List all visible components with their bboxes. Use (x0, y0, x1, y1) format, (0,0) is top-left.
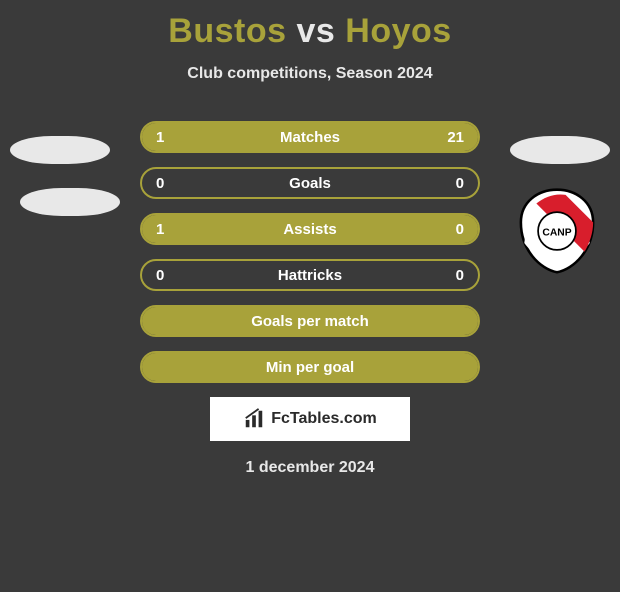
stat-value-right: 0 (456, 169, 464, 197)
stat-row: Goals0 0 (140, 167, 480, 199)
stat-label: Goals (142, 169, 478, 197)
subtitle: Club competitions, Season 2024 (0, 65, 620, 83)
stat-value-left: 0 (156, 261, 164, 289)
player2-club-badge-icon: CANP (514, 188, 600, 274)
stat-label: Goals per match (142, 307, 478, 335)
title-player2: Hoyos (345, 12, 451, 50)
player1-club-icon (20, 188, 120, 216)
stat-row: Assists1 0 (140, 213, 480, 245)
stat-value-right: 0 (456, 215, 464, 243)
title-vs: vs (296, 12, 335, 50)
stat-row: Hattricks0 0 (140, 259, 480, 291)
svg-text:CANP: CANP (542, 227, 571, 238)
stat-value-right: 0 (456, 261, 464, 289)
stat-label: Min per goal (142, 353, 478, 381)
stat-value-left: 1 (156, 215, 164, 243)
stat-label: Matches (142, 123, 478, 151)
stat-value-left: 0 (156, 169, 164, 197)
stat-value-right: 21 (447, 123, 464, 151)
footer-date: 1 december 2024 (0, 459, 620, 477)
page-title: Bustos vs Hoyos (0, 12, 620, 51)
player2-avatar-icon (510, 136, 610, 164)
fctables-brand: FcTables.com (210, 397, 410, 441)
stat-row: Matches1 21 (140, 121, 480, 153)
stat-label: Assists (142, 215, 478, 243)
stat-label: Hattricks (142, 261, 478, 289)
stat-row: Goals per match (140, 305, 480, 337)
player1-avatar-icon (10, 136, 110, 164)
fctables-label: FcTables.com (271, 410, 377, 428)
stat-value-left: 1 (156, 123, 164, 151)
title-player1: Bustos (168, 12, 286, 50)
stat-row: Min per goal (140, 351, 480, 383)
chart-icon (243, 408, 265, 430)
